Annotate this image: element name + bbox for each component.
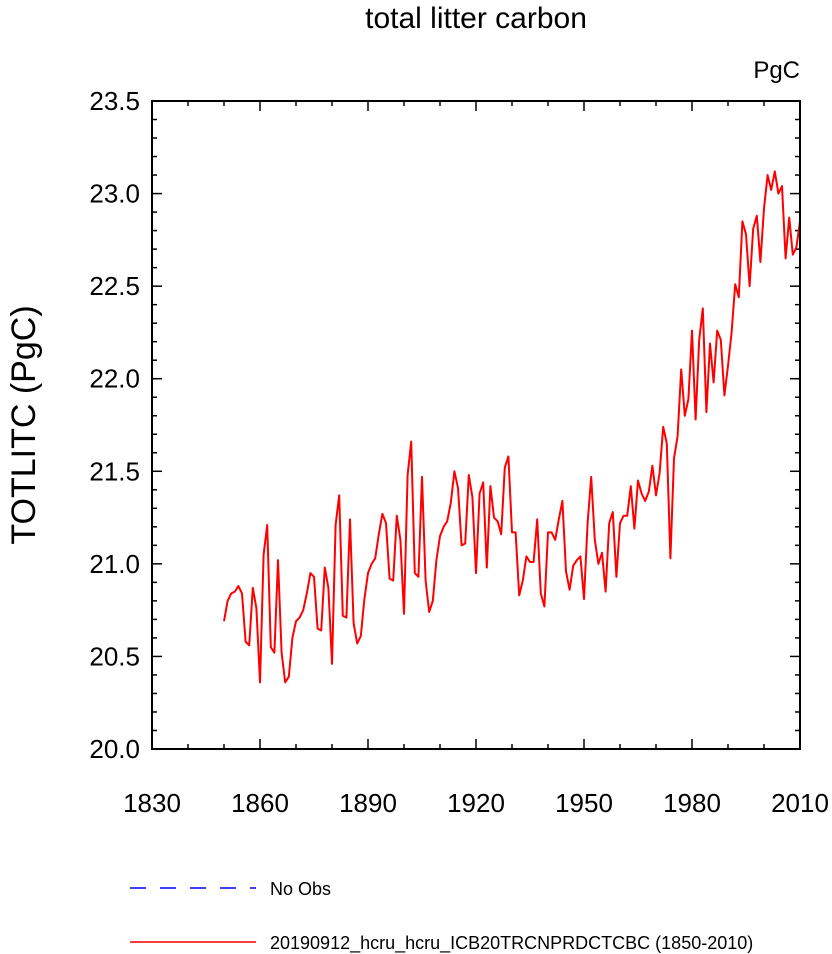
x-tick-label: 1920 xyxy=(447,788,505,818)
x-tick-label: 1950 xyxy=(555,788,613,818)
x-tick-label: 1830 xyxy=(123,788,181,818)
axis-tick-labels: 1830 1860 1890 1920 1950 1980 2010 20.0 20.5 21.0… xyxy=(89,86,829,818)
y-tick-label: 22.5 xyxy=(89,271,140,301)
y-tick-label: 21.0 xyxy=(89,549,140,579)
legend-label: 20190912_hcru_hcru_ICB20TRCNPRDCTCBC (18… xyxy=(270,933,753,954)
y-tick-label: 20.5 xyxy=(89,641,140,671)
plot-frame xyxy=(151,100,801,750)
legend-label: No Obs xyxy=(270,879,331,899)
series-line xyxy=(223,170,801,684)
axis-ticks xyxy=(151,100,801,750)
y-axis-label: TOTLITC (PgC) xyxy=(5,305,43,544)
y-tick-label: 22.0 xyxy=(89,364,140,394)
plot-series xyxy=(223,170,801,684)
y-tick-label: 21.5 xyxy=(89,456,140,486)
legend: No Obs 20190912_hcru_hcru_ICB20TRCNPRDCTC… xyxy=(130,879,753,954)
y-tick-label: 20.0 xyxy=(89,734,140,764)
units-label: PgC xyxy=(753,57,800,84)
x-tick-label: 1980 xyxy=(663,788,721,818)
x-tick-label: 2010 xyxy=(771,788,829,818)
y-tick-label: 23.5 xyxy=(89,86,140,116)
x-tick-label: 1860 xyxy=(231,788,289,818)
chart-title: total litter carbon xyxy=(365,2,587,35)
y-tick-label: 23.0 xyxy=(89,179,140,209)
x-tick-label: 1890 xyxy=(339,788,397,818)
